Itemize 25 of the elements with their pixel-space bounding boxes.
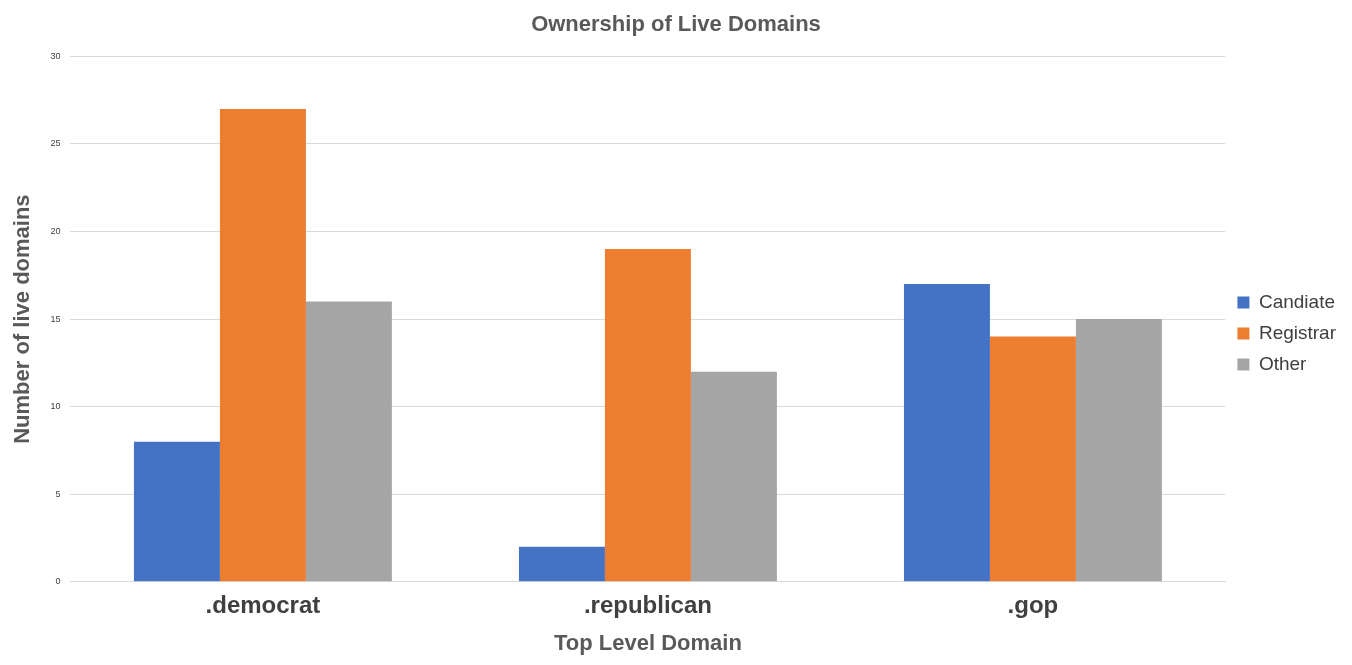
y-tick-label: 15	[50, 313, 61, 324]
chart-title: Ownership of Live Domains	[531, 11, 821, 37]
x-axis-title: Top Level Domain	[554, 629, 742, 655]
y-tick-label: 10	[50, 401, 61, 412]
x-tick-label: .republican	[583, 590, 712, 618]
bar	[690, 371, 777, 582]
bar	[604, 249, 691, 582]
y-tick-label: 25	[50, 138, 61, 149]
legend-label: Candiate	[1258, 290, 1335, 312]
y-tick-label: 30	[50, 50, 61, 61]
bar	[219, 108, 306, 582]
bar	[1075, 319, 1162, 582]
bar	[305, 301, 392, 582]
x-tick-label: .gop	[1007, 590, 1059, 618]
legend-label: Registrar	[1258, 321, 1337, 343]
x-tick-label: .democrat	[205, 590, 321, 618]
y-tick-label: 5	[55, 488, 61, 499]
bar	[133, 441, 220, 582]
y-tick-label: 20	[50, 226, 61, 237]
legend-label: Other	[1258, 352, 1308, 374]
bar	[989, 336, 1076, 582]
y-tick-label: 0	[55, 576, 61, 587]
y-axis-title: Number of live domains	[9, 194, 35, 444]
bar	[903, 284, 990, 582]
bar	[518, 546, 605, 582]
